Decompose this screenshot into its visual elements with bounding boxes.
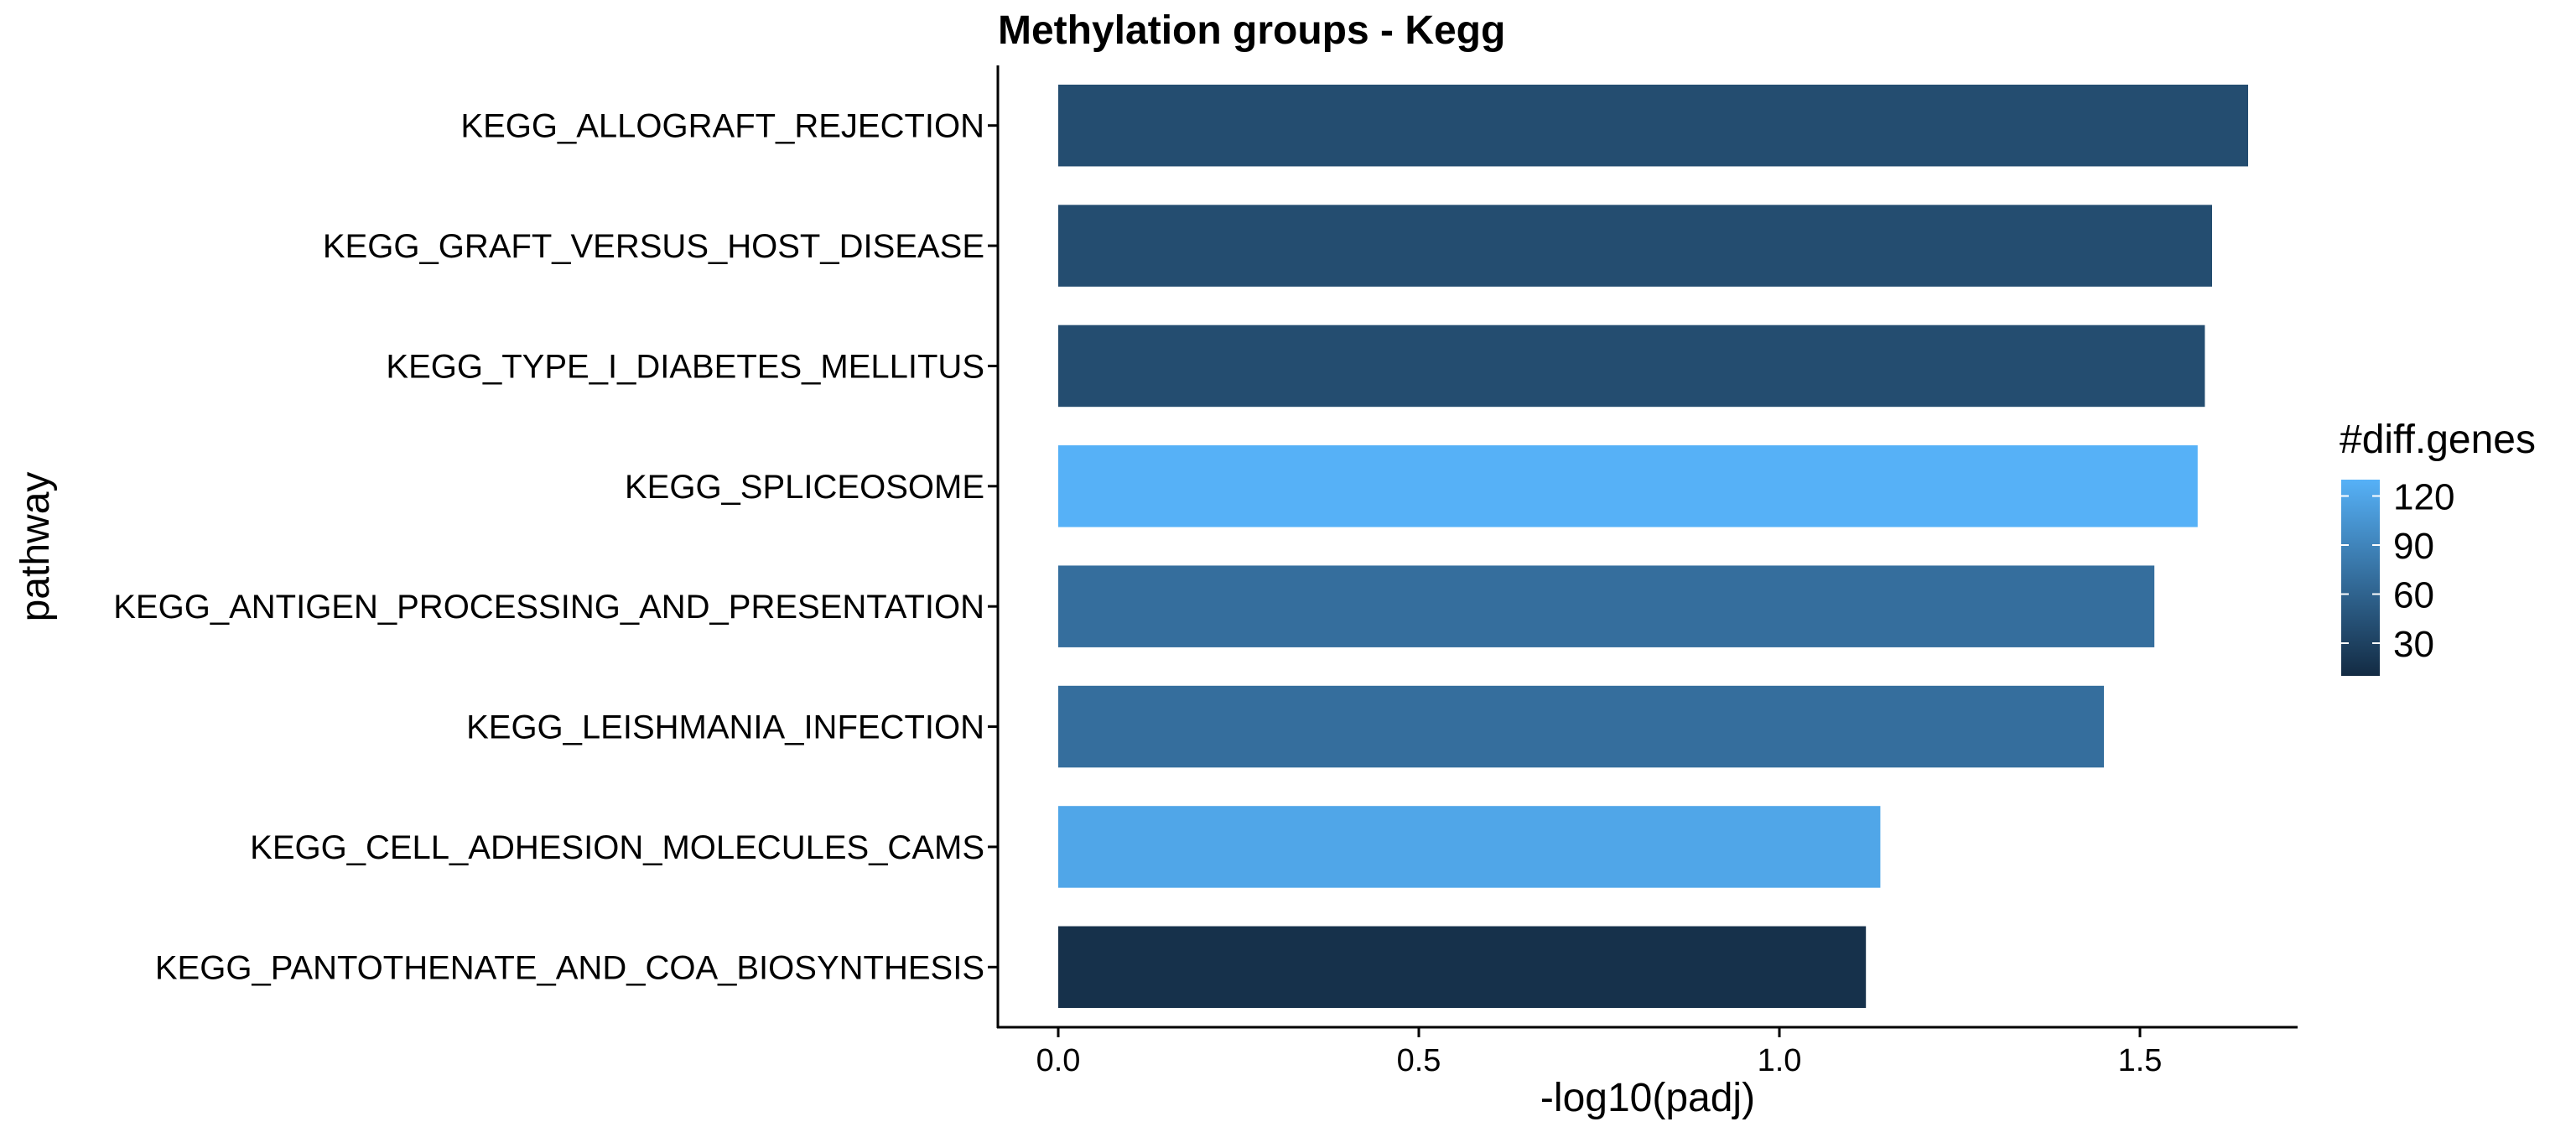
bars-layer (1058, 84, 2248, 1009)
x-tick-label: 1.5 (2118, 1043, 2163, 1078)
bar (1058, 325, 2205, 408)
legend-title: #diff.genes (2340, 418, 2536, 462)
x-tick-label: 0.5 (1397, 1043, 1441, 1078)
legend-ticks: 30 60 90 120 (2341, 477, 2454, 665)
legend-tick-label: 60 (2393, 575, 2434, 616)
x-tick-label: 0.0 (1036, 1043, 1081, 1078)
x-tick-label: 1.0 (1758, 1043, 1802, 1078)
color-legend: #diff.genes 30 60 90 120 (2340, 418, 2536, 676)
bar (1058, 84, 2248, 167)
y-tick-label: KEGG_PANTOTHENATE_AND_COA_BIOSYNTHESIS (155, 949, 984, 986)
x-ticks: 0.0 0.5 1.0 1.5 (1036, 1027, 2163, 1078)
bar (1058, 685, 2104, 768)
x-axis-label: -log10(padj) (1540, 1076, 1755, 1120)
bar (1058, 926, 1867, 1009)
bar (1058, 205, 2212, 287)
y-tick-label: KEGG_CELL_ADHESION_MOLECULES_CAMS (250, 829, 984, 866)
bar (1058, 565, 2155, 647)
bar (1058, 806, 1881, 888)
legend-colorbar (2341, 480, 2380, 676)
y-tick-labels: KEGG_ALLOGRAFT_REJECTION KEGG_GRAFT_VERSU… (113, 108, 998, 986)
y-tick-label: KEGG_ANTIGEN_PROCESSING_AND_PRESENTATION (113, 589, 984, 626)
chart-title: Methylation groups - Kegg (998, 8, 1505, 53)
y-tick-label: KEGG_TYPE_I_DIABETES_MELLITUS (386, 348, 984, 385)
y-tick-label: KEGG_ALLOGRAFT_REJECTION (460, 108, 984, 145)
legend-tick-label: 120 (2393, 477, 2454, 518)
legend-tick-label: 30 (2393, 624, 2434, 665)
legend-tick-label: 90 (2393, 526, 2434, 567)
y-tick-label: KEGG_GRAFT_VERSUS_HOST_DISEASE (323, 228, 984, 265)
bar (1058, 445, 2198, 527)
y-axis-label: pathway (13, 472, 58, 622)
y-tick-label: KEGG_SPLICEOSOME (625, 469, 984, 506)
y-tick-label: KEGG_LEISHMANIA_INFECTION (466, 709, 984, 746)
